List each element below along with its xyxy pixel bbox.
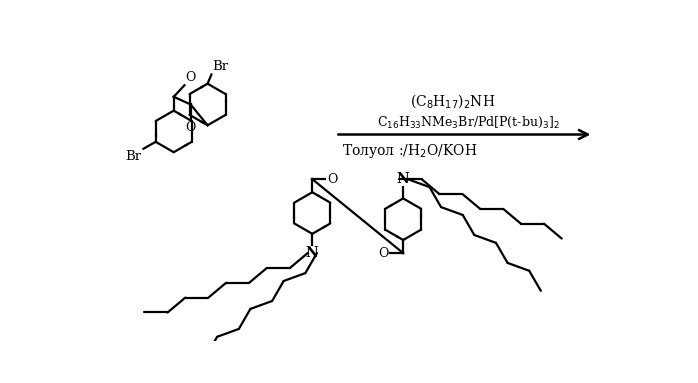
Text: O: O [327,173,337,186]
Text: N: N [306,246,319,260]
Text: N: N [396,172,410,186]
Text: C$_{16}$H$_{33}$NMe$_3$Br/Pd[P(t-bu)$_3$]$_2$: C$_{16}$H$_{33}$NMe$_3$Br/Pd[P(t-bu)$_3$… [377,115,560,130]
Text: O: O [185,72,195,85]
Text: O: O [378,247,389,260]
Text: Br: Br [126,149,142,162]
Text: (C$_8$H$_{17}$)$_2$NH: (C$_8$H$_{17}$)$_2$NH [410,92,496,110]
Text: O: O [186,121,196,134]
Text: Br: Br [212,60,228,73]
Text: Толуол :/H$_2$O/KOH: Толуол :/H$_2$O/KOH [341,142,477,160]
